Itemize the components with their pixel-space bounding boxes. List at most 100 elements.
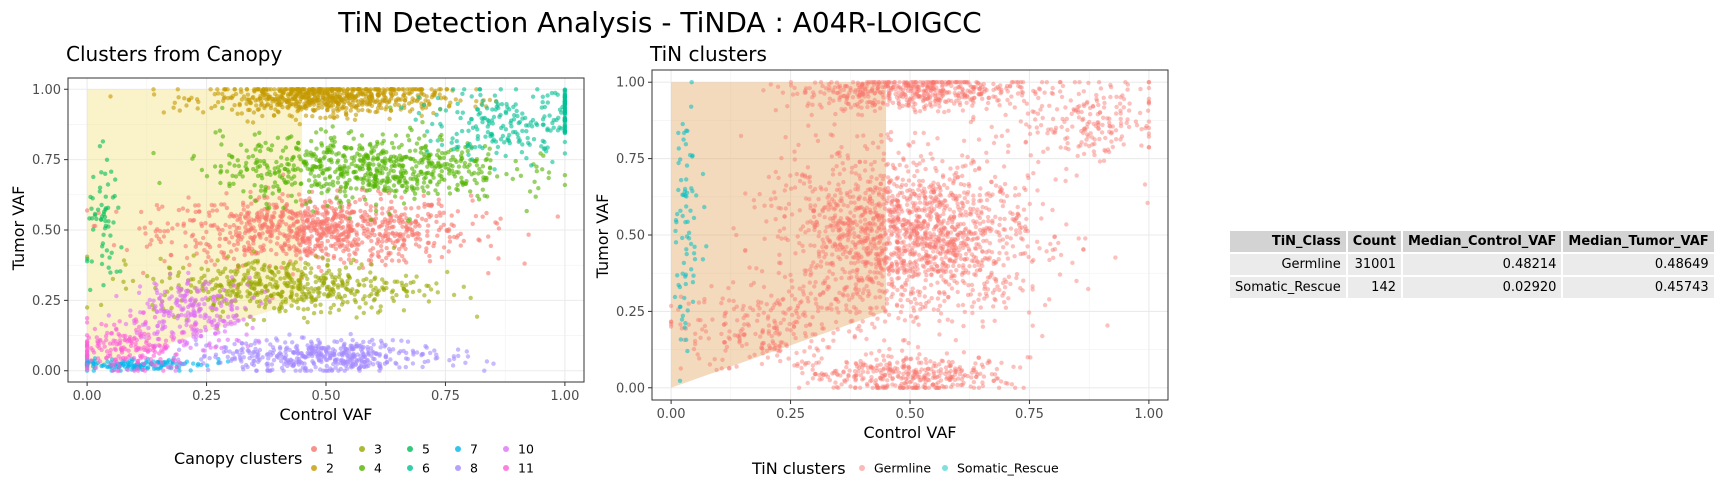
point-cluster-4 [436, 160, 441, 165]
point-cluster-1 [212, 262, 217, 267]
point-cluster-10 [152, 331, 157, 336]
point-cluster-2 [393, 98, 399, 103]
point-cluster-1 [243, 225, 248, 230]
point-germline [868, 310, 873, 316]
point-cluster-4 [391, 183, 397, 188]
point-cluster-2 [346, 101, 352, 106]
point-germline [776, 270, 781, 276]
legend-label: 11 [518, 461, 534, 476]
point-cluster-1 [400, 219, 406, 225]
point-cluster-1 [380, 211, 385, 216]
point-cluster-1 [264, 236, 269, 242]
point-cluster-4 [255, 164, 260, 170]
point-cluster-10 [179, 307, 184, 312]
point-cluster-2 [319, 105, 325, 110]
point-cluster-5 [100, 244, 105, 249]
point-cluster-6 [443, 108, 449, 113]
point-cluster-3 [245, 294, 250, 299]
point-cluster-3 [199, 266, 204, 271]
point-cluster-1 [207, 213, 212, 218]
point-cluster-1 [333, 227, 339, 232]
point-cluster-7 [122, 364, 128, 369]
point-cluster-2 [332, 87, 337, 92]
point-germline [876, 226, 881, 231]
point-cluster-8 [290, 340, 295, 345]
point-germline [884, 301, 890, 306]
point-cluster-4 [538, 151, 543, 156]
point-cluster-2 [416, 87, 422, 92]
point-germline [929, 200, 935, 206]
point-cluster-4 [434, 152, 440, 158]
point-cluster-6 [428, 138, 433, 144]
data-points [84, 87, 568, 373]
point-cluster-2 [251, 110, 257, 115]
point-cluster-8 [316, 344, 321, 349]
point-cluster-4 [233, 174, 239, 179]
point-germline [812, 203, 818, 208]
point-cluster-3 [408, 280, 413, 285]
point-germline [874, 229, 880, 234]
point-cluster-4 [259, 173, 264, 178]
point-cluster-4 [377, 168, 383, 173]
point-cluster-4 [270, 191, 275, 196]
point-cluster-5 [95, 207, 101, 212]
point-cluster-1 [427, 253, 432, 259]
point-cluster-4 [362, 197, 368, 202]
point-cluster-1 [346, 232, 351, 237]
point-cluster-10 [155, 329, 160, 334]
point-cluster-3 [376, 288, 382, 293]
point-cluster-4 [415, 186, 420, 191]
point-cluster-10 [217, 293, 222, 298]
tin-plot-area [651, 69, 1169, 401]
point-cluster-1 [356, 242, 361, 247]
point-cluster-2 [297, 99, 303, 104]
point-cluster-3 [296, 306, 301, 311]
point-cluster-11 [111, 363, 117, 368]
point-germline [1019, 236, 1024, 241]
point-cluster-8 [390, 338, 395, 343]
point-cluster-4 [388, 105, 393, 110]
point-cluster-4 [488, 158, 493, 163]
point-cluster-4 [540, 167, 545, 172]
point-cluster-11 [84, 344, 90, 350]
point-germline [923, 198, 928, 203]
point-germline [858, 328, 863, 333]
point-cluster-8 [463, 360, 468, 365]
point-cluster-1 [287, 232, 292, 237]
point-cluster-11 [144, 338, 149, 343]
point-cluster-3 [291, 298, 296, 303]
point-cluster-4 [297, 154, 302, 159]
point-germline [821, 290, 826, 296]
point-cluster-8 [377, 363, 382, 369]
point-cluster-11 [142, 331, 147, 336]
point-cluster-6 [475, 133, 481, 139]
point-cluster-3 [337, 268, 342, 273]
point-cluster-1 [383, 227, 389, 233]
point-cluster-10 [186, 270, 191, 276]
point-cluster-3 [308, 270, 313, 275]
point-cluster-3 [426, 299, 432, 304]
point-cluster-11 [117, 319, 122, 324]
point-germline [886, 268, 892, 273]
point-cluster-5 [108, 233, 113, 238]
point-germline [944, 249, 950, 254]
point-cluster-6 [466, 152, 471, 157]
point-cluster-4 [338, 200, 344, 205]
point-cluster-1 [284, 202, 289, 207]
point-cluster-11 [88, 358, 94, 363]
point-cluster-8 [199, 357, 204, 362]
point-cluster-1 [156, 206, 161, 212]
point-cluster-3 [390, 288, 396, 293]
point-cluster-4 [420, 185, 425, 190]
point-cluster-10 [203, 328, 209, 333]
point-cluster-8 [420, 364, 425, 370]
point-cluster-6 [477, 110, 483, 116]
point-cluster-11 [84, 350, 90, 355]
point-cluster-2 [245, 92, 251, 97]
point-cluster-1 [289, 229, 294, 234]
point-cluster-4 [465, 164, 470, 170]
point-cluster-1 [413, 242, 419, 247]
point-cluster-11 [84, 320, 90, 325]
point-cluster-3 [230, 290, 235, 295]
point-cluster-1 [335, 237, 340, 243]
